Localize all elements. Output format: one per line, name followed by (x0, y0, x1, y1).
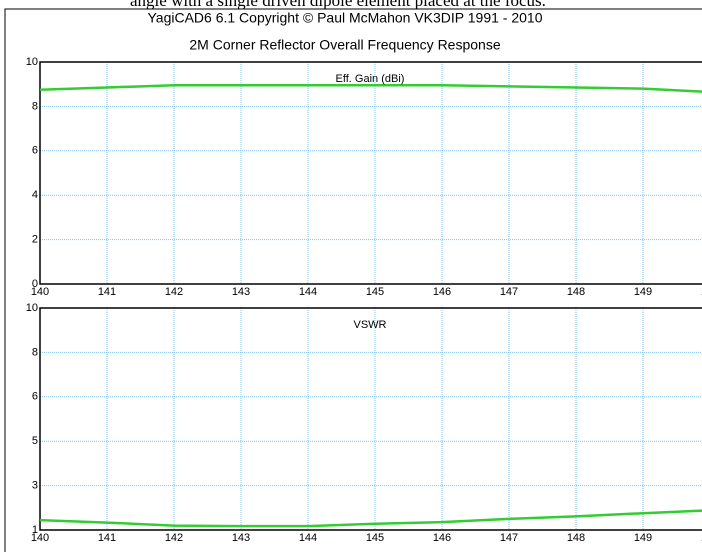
x-tick-label: 142 (165, 286, 183, 298)
x-tick-label: 147 (500, 286, 518, 298)
series-line (39, 84, 702, 93)
x-tick-label: 149 (634, 286, 652, 298)
x-tick-label: 141 (98, 532, 116, 544)
x-tick-label: 148 (567, 532, 585, 544)
y-tick-label: 8 (32, 346, 38, 358)
x-tick-label: 140 (31, 286, 49, 298)
caption: angle with a single driven dipole elemen… (130, 0, 546, 10)
plot-area (40, 308, 702, 530)
x-tick-label: 146 (433, 286, 451, 298)
x-tick-label: 143 (232, 286, 250, 298)
x-tick-label: 140 (31, 532, 49, 544)
y-tick-label: 10 (26, 56, 38, 68)
series-label: VSWR (354, 319, 387, 331)
x-tick-label: 148 (567, 286, 585, 298)
x-tick-label: 145 (366, 532, 384, 544)
y-tick-label: 5 (32, 435, 38, 447)
x-tick-label: 144 (299, 286, 317, 298)
x-tick-label: 145 (366, 286, 384, 298)
x-tick-label: 141 (98, 286, 116, 298)
x-tick-label: 150 (701, 532, 702, 544)
y-tick-label: 0 (32, 278, 38, 290)
x-tick-label: 147 (500, 532, 518, 544)
y-tick-label: 10 (26, 302, 38, 314)
x-tick-label: 149 (634, 532, 652, 544)
y-tick-label: 6 (32, 391, 38, 403)
plot-border (39, 307, 702, 531)
y-tick-label: 3 (32, 480, 38, 492)
y-tick-label: 2 (32, 234, 38, 246)
chart-subtitle: 2M Corner Reflector Overall Frequency Re… (189, 37, 500, 53)
x-tick-label: 143 (232, 532, 250, 544)
y-tick-label: 1 (32, 524, 38, 536)
y-tick-label: 4 (32, 189, 38, 201)
plot-border (39, 61, 702, 285)
x-tick-label: 150 (701, 286, 702, 298)
series-line (39, 509, 702, 528)
series-label: Eff. Gain (dBi) (336, 73, 405, 85)
y-tick-label: 8 (32, 100, 38, 112)
x-tick-label: 146 (433, 532, 451, 544)
chart-title: YagiCAD6 6.1 Copyright © Paul McMahon VK… (147, 10, 542, 26)
x-tick-label: 142 (165, 532, 183, 544)
y-tick-label: 6 (32, 145, 38, 157)
x-tick-label: 144 (299, 532, 317, 544)
plot-area (40, 62, 702, 284)
